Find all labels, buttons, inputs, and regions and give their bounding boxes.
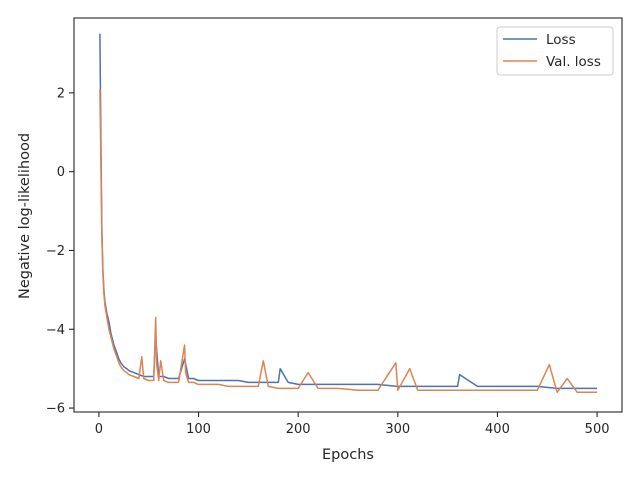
y-tick-label: 2 <box>57 86 65 101</box>
x-tick-label: 300 <box>385 422 410 437</box>
y-tick-label: −2 <box>46 244 65 259</box>
series-layer <box>99 33 598 394</box>
x-tick-label: 500 <box>585 422 610 437</box>
legend-label-val-loss: Val. loss <box>546 54 601 70</box>
legend-label-loss: Loss <box>546 32 576 48</box>
x-tick-label: 400 <box>485 422 510 437</box>
y-tick-label: −4 <box>46 323 65 338</box>
plot-frame <box>73 17 623 413</box>
y-tick-label: −6 <box>46 402 65 417</box>
x-tick-label: 100 <box>186 422 211 437</box>
y-tick-label: 0 <box>57 165 65 180</box>
x-axis-label: Epochs <box>322 447 374 463</box>
legend: Loss Val. loss <box>496 26 614 76</box>
y-axis-label: Negative log-likelihood <box>17 133 33 299</box>
series-line-loss <box>99 33 598 390</box>
series-line-val-loss <box>99 88 598 394</box>
x-tick-label: 200 <box>286 422 311 437</box>
axes: 0 100 200 300 400 500 −6 −4 −2 0 2 <box>46 17 623 437</box>
x-tick-label: 0 <box>95 422 103 437</box>
